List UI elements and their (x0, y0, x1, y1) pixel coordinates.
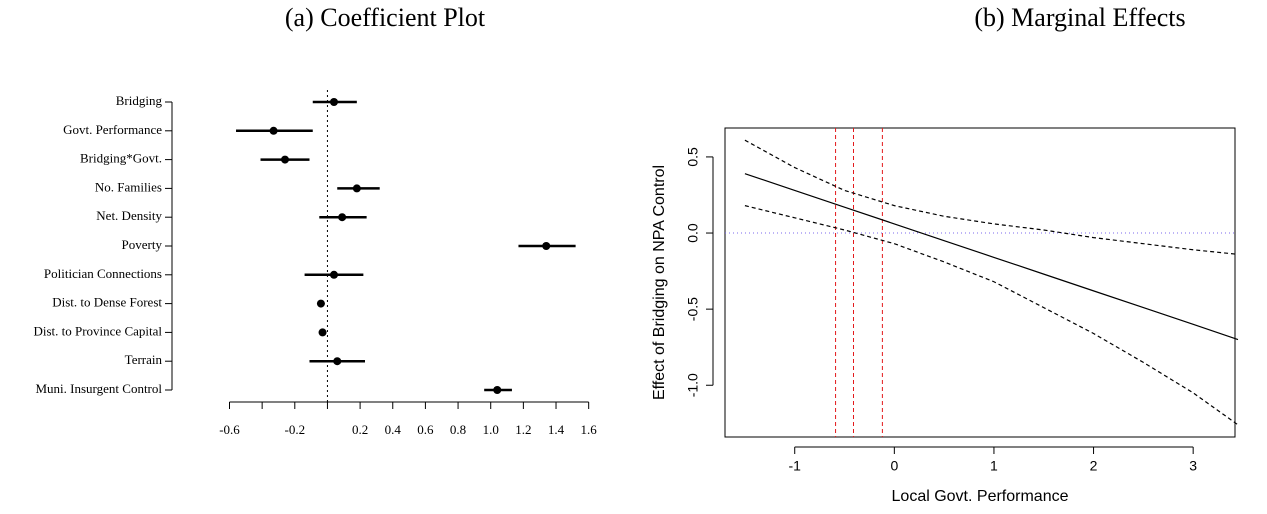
point (269, 126, 278, 135)
x-tick-label: 0.8 (450, 422, 466, 437)
x-tick-label: 3 (1189, 458, 1197, 474)
line (744, 173, 1239, 341)
x-tick-label: 1 (990, 458, 998, 474)
category-label: Politician Connections (44, 266, 162, 281)
y-tick-label: 0.0 (685, 223, 701, 243)
plot-box (724, 127, 1236, 438)
x-tick-label: 1.0 (483, 422, 499, 437)
point (329, 270, 338, 279)
point (542, 242, 551, 250)
x-tick-label: -1 (789, 458, 802, 474)
category-label: Dist. to Dense Forest (52, 295, 162, 310)
point (281, 155, 289, 164)
y-tick-label: -0.5 (685, 297, 701, 321)
x-tick-label: 1.2 (515, 422, 531, 437)
y-tick-label: 0.5 (685, 147, 701, 167)
x-tick-label: 1.4 (548, 422, 565, 437)
line (744, 139, 1239, 255)
panel-title: (b) Marginal Effects (974, 3, 1185, 32)
x-tick-label: 0.2 (352, 422, 368, 437)
x-tick-label: -0.6 (219, 422, 240, 437)
panel-title: (a) Coefficient Plot (285, 3, 486, 32)
category-label: Bridging (116, 93, 163, 108)
y-tick-label: -1.0 (685, 373, 701, 397)
category-label: Poverty (122, 237, 163, 252)
x-tick-label: 0.4 (385, 422, 402, 437)
category-label: Bridging*Govt. (80, 151, 162, 166)
point (318, 328, 327, 337)
point (352, 184, 361, 193)
point (333, 357, 342, 366)
category-label: Muni. Insurgent Control (35, 381, 162, 396)
x-tick-label: 2 (1090, 458, 1098, 474)
point (338, 213, 347, 222)
x-tick-label: 1.6 (581, 422, 598, 437)
category-label: Govt. Performance (63, 122, 162, 137)
y-axis-label: Effect of Bridging on NPA Control (651, 165, 668, 400)
point (316, 299, 325, 308)
category-label: No. Families (95, 179, 162, 194)
category-label: Terrain (125, 352, 163, 367)
point (493, 386, 502, 394)
x-tick-label: -0.2 (284, 422, 305, 437)
x-tick-label: 0.6 (417, 422, 434, 437)
line (744, 205, 1239, 426)
x-tick-label: 0 (890, 458, 898, 474)
point (329, 98, 338, 106)
x-axis-label: Local Govt. Performance (892, 488, 1069, 505)
category-label: Net. Density (96, 208, 162, 223)
category-label: Dist. to Province Capital (33, 323, 162, 338)
